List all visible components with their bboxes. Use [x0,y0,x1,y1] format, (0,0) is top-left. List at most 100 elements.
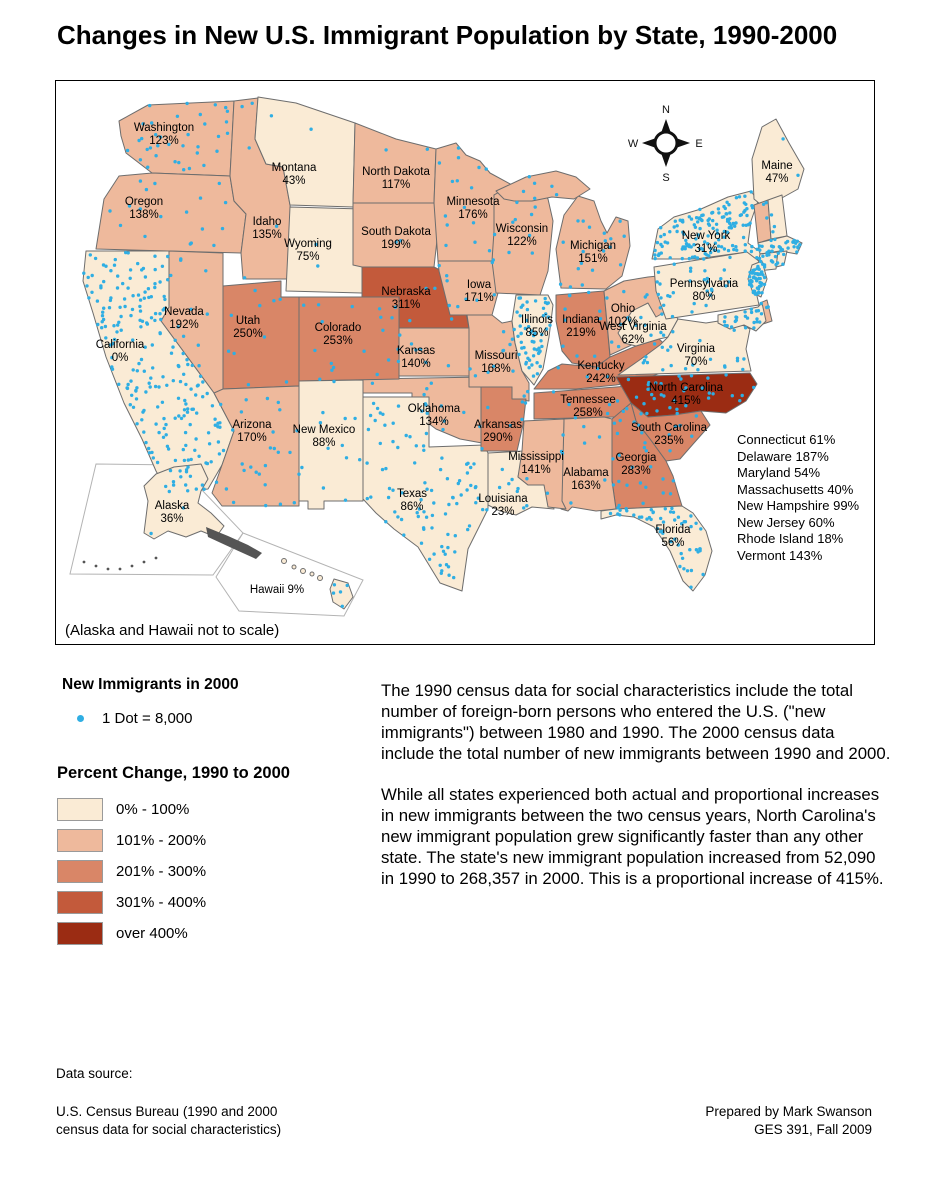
state-alabama[interactable] [560,416,617,512]
immigrant-dot [117,320,121,324]
immigrant-dot [741,223,745,227]
immigrant-dot [164,433,168,437]
immigrant-dot [525,504,529,508]
immigrant-dot [394,240,398,244]
state-new-hampshire[interactable] [767,194,788,240]
immigrant-dot [618,263,623,267]
immigrant-dot [109,269,113,273]
immigrant-dot [724,284,728,288]
immigrant-dot [116,323,120,327]
immigrant-dot [138,298,143,302]
state-label-idaho: Idaho [253,216,282,228]
immigrant-dot [292,501,296,505]
immigrant-dot [246,383,251,387]
immigrant-dot [626,316,630,320]
immigrant-dot [755,256,759,260]
immigrant-dot [678,564,682,569]
immigrant-dot [723,315,727,319]
immigrant-dot [156,405,160,409]
state-new-mexico[interactable] [298,379,364,510]
immigrant-dot [535,348,539,352]
state-label-nebraska: Nebraska [381,286,431,298]
state-texas[interactable] [362,396,489,592]
state-colorado[interactable] [298,296,400,382]
immigrant-dot [456,146,461,150]
state-label-south-dakota: 199% [381,239,410,251]
immigrant-dot [531,354,536,358]
immigrant-dot [517,352,521,357]
immigrant-dot [138,309,143,313]
immigrant-dot [492,232,497,237]
immigrant-dot [176,396,181,400]
immigrant-dot [373,418,377,423]
state-wyoming[interactable] [285,206,363,294]
immigrant-dot [671,510,676,514]
state-label-colorado: Colorado [315,322,362,334]
immigrant-dot [400,491,404,495]
state-mississippi[interactable] [517,418,567,510]
immigrant-dot [413,461,417,465]
immigrant-dot [171,483,176,487]
immigrant-dot [167,142,171,147]
immigrant-dot [384,520,388,524]
state-montana[interactable] [254,96,356,208]
state-michigan-upper-peninsula[interactable] [495,170,591,202]
immigrant-dot [181,351,185,356]
immigrant-dot [446,565,451,569]
immigrant-dot [164,484,168,489]
inset-terrain [82,527,323,581]
state-oregon[interactable] [95,172,247,254]
immigrant-dot [728,217,732,221]
immigrant-dot [661,333,666,337]
immigrant-dot [749,307,753,311]
immigrant-dot [682,567,686,571]
immigrant-dot [769,213,774,217]
immigrant-dot [708,357,713,361]
immigrant-dot [212,243,216,248]
immigrant-dot [468,367,472,371]
immigrant-dot [446,364,451,368]
immigrant-dot [621,409,625,414]
state-label-california: California [96,339,145,351]
immigrant-dot [185,101,189,106]
state-alaska[interactable] [143,463,225,540]
immigrant-dot [703,240,707,244]
immigrant-dot [701,572,705,577]
state-arkansas[interactable] [480,386,527,452]
immigrant-dot [390,316,394,320]
immigrant-dot [226,349,231,353]
state-label-illinois: 85% [525,327,548,339]
immigrant-dot [685,569,690,573]
immigrant-dot [144,187,149,192]
immigrant-dot [149,531,153,536]
immigrant-dot [769,259,774,263]
immigrant-dot [752,385,756,390]
immigrant-dot [340,604,344,608]
immigrant-dot [689,524,693,529]
paragraph-1: The 1990 census data for social characte… [381,681,891,763]
state-north-dakota[interactable] [352,122,437,204]
immigrant-dot [113,257,117,262]
immigrant-dot [189,241,193,245]
immigrant-dot [445,274,449,278]
state-michigan[interactable] [555,195,631,290]
state-label-kansas: 140% [401,358,430,370]
state-missouri[interactable] [466,314,530,402]
immigrant-dot [688,279,692,283]
immigrant-dot [220,226,225,231]
state-label-oregon: 138% [129,209,158,221]
immigrant-dot [649,508,653,512]
immigrant-dot [316,264,320,268]
state-label-texas: Texas [397,488,427,500]
immigrant-dot [716,249,721,253]
immigrant-dot [737,195,742,199]
immigrant-dot [694,548,699,552]
immigrant-dot [673,424,677,429]
immigrant-dot [369,495,373,499]
immigrant-dot [515,310,519,314]
immigrant-dot [90,273,94,278]
immigrant-dot [194,487,198,491]
state-label-washington: Washington [134,122,194,134]
compass-letter: N [662,104,670,116]
state-label-montana: Montana [272,162,317,174]
